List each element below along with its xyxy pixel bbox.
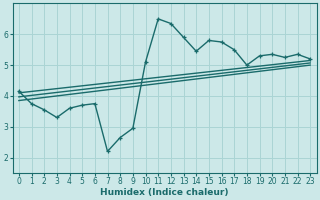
X-axis label: Humidex (Indice chaleur): Humidex (Indice chaleur) [100,188,229,197]
